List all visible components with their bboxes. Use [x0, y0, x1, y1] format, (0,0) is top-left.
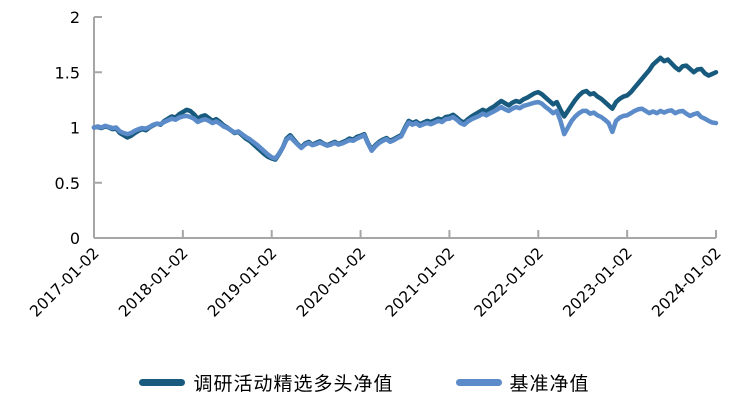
y-tick-label: 0: [70, 229, 80, 248]
x-tick-label: 2023-01-02: [560, 244, 636, 320]
x-tick-label: 2019-01-02: [204, 244, 280, 320]
legend-label-benchmark: 基准净值: [509, 372, 590, 395]
x-tick-label: 2021-01-02: [382, 244, 458, 320]
x-tick-label: 2018-01-02: [115, 244, 191, 320]
legend-label-strategy: 调研活动精选多头净值: [193, 372, 394, 395]
legend-item-strategy: 调研活动精选多头净值: [139, 369, 393, 396]
x-tick-label: 2020-01-02: [293, 244, 369, 320]
y-tick-label: 1.5: [55, 63, 80, 82]
y-tick-label: 0.5: [55, 174, 80, 193]
x-tick-label: 2022-01-02: [471, 244, 547, 320]
y-tick-label: 1: [70, 119, 80, 138]
x-tick-label: 2017-01-02: [26, 244, 102, 320]
x-tick-label: 2024-01-02: [648, 244, 724, 320]
benchmark-netvalue-line: [91, 99, 719, 161]
benchmark-line-swatch: [455, 378, 502, 386]
strategy-netvalue-line: [91, 55, 719, 162]
strategy-line-swatch: [139, 378, 186, 386]
y-tick-label: 2: [70, 8, 80, 27]
legend-item-benchmark: 基准净值: [455, 369, 590, 396]
chart-legend: 调研活动精选多头净值 基准净值: [0, 362, 729, 402]
